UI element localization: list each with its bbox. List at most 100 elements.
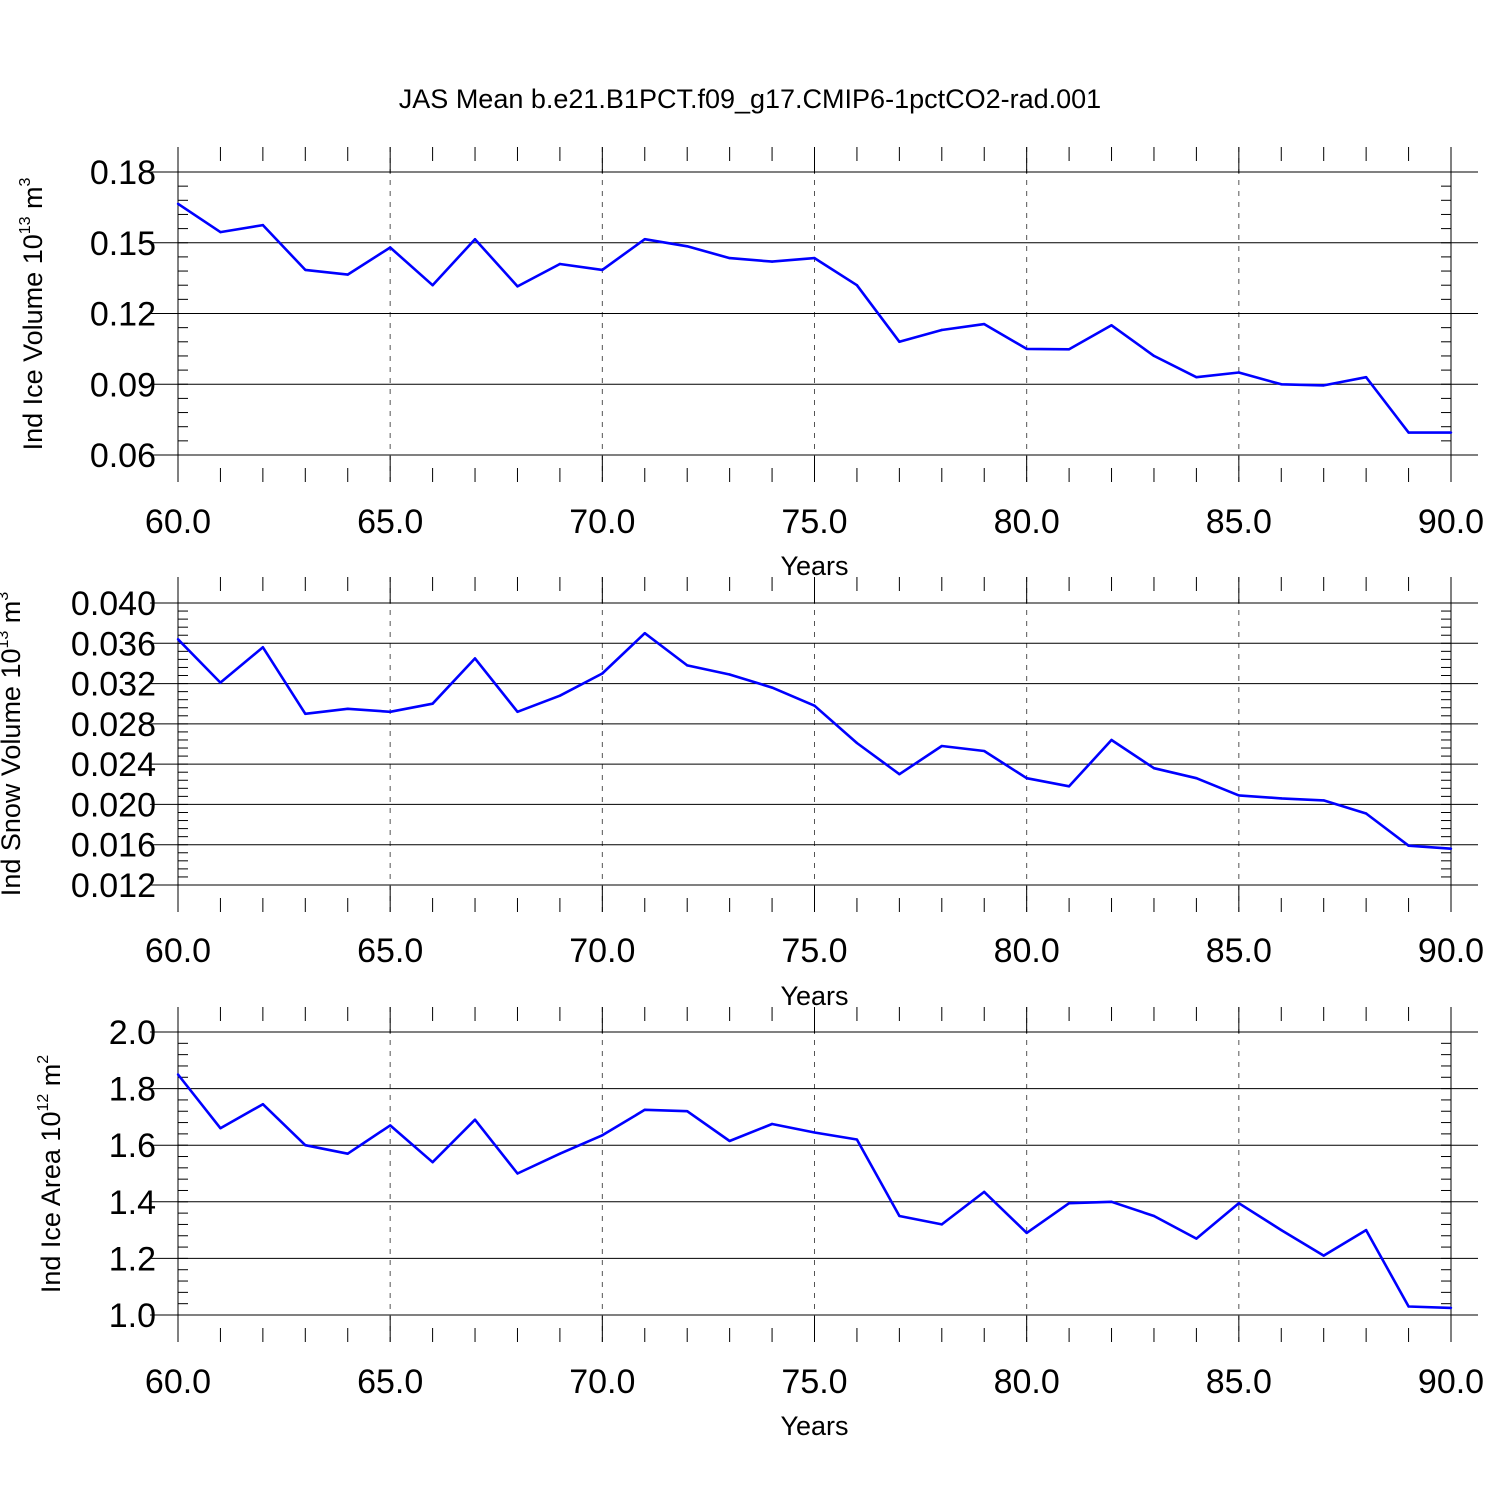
data-point (898, 340, 901, 343)
data-point (558, 262, 562, 266)
data-point (1110, 738, 1113, 742)
y-axis-label-text: Ind Ice Area 10 (36, 1112, 66, 1294)
y-axis-label-unit: m (18, 186, 48, 216)
data-point (898, 1214, 901, 1218)
data-point (643, 238, 646, 241)
data-point (1152, 1214, 1156, 1218)
x-axis-label: Years (780, 551, 848, 581)
figure-title: JAS Mean b.e21.B1PCT.f09_g17.CMIP6-1pctC… (399, 84, 1101, 114)
chart-panel-2: 60.0 65.0 70.0 75.0 80.0 85.0 90.00.0120.0160.… (0, 577, 1484, 1011)
data-point (983, 1190, 986, 1194)
y-axis-label: Ind Snow Volume 1013 m3 (0, 592, 26, 896)
data-point (1025, 347, 1028, 351)
x-tick-label: 85.0 (1206, 932, 1272, 970)
data-point (1322, 384, 1325, 387)
data-point (898, 773, 901, 776)
y-axis-label-unit: m (36, 1064, 66, 1094)
data-point (1449, 1306, 1453, 1310)
data-point (813, 704, 816, 707)
data-point (601, 672, 604, 675)
data-point (1110, 1200, 1113, 1204)
y-tick-label: 0.032 (71, 666, 156, 704)
data-point (1449, 847, 1453, 850)
data-point (558, 1152, 562, 1155)
data-point (473, 1118, 477, 1121)
data-point (1407, 1305, 1410, 1308)
y-tick-label: 1.8 (109, 1071, 156, 1109)
data-point (728, 673, 731, 676)
y-tick-label: 0.024 (71, 746, 156, 784)
data-point (686, 1110, 689, 1113)
data-point (1195, 1237, 1198, 1240)
data-point (855, 1138, 859, 1141)
y-tick-label: 0.036 (71, 625, 156, 663)
x-tick-label: 80.0 (994, 1363, 1060, 1401)
data-point (1195, 777, 1198, 780)
x-tick-label: 75.0 (781, 503, 847, 541)
x-tick-label: 75.0 (781, 1363, 847, 1401)
data-point (388, 1124, 392, 1127)
y-tick-label: 0.06 (90, 437, 156, 475)
y-axis-label-text: Ind Ice Volume 10 (18, 234, 48, 450)
data-point (516, 1172, 519, 1175)
y-tick-label: 1.4 (109, 1184, 156, 1222)
data-point (516, 285, 519, 288)
data-point (219, 681, 222, 684)
x-tick-label: 65.0 (357, 932, 423, 970)
y-tick-label: 0.020 (71, 786, 156, 824)
data-point (304, 1144, 307, 1147)
x-axis-label: Years (780, 981, 848, 1011)
data-point (940, 328, 943, 332)
data-point (643, 1108, 646, 1112)
x-tick-label: 75.0 (781, 932, 847, 970)
data-point (983, 749, 986, 753)
data-point (388, 710, 392, 713)
data-point (601, 268, 604, 272)
data-point (686, 664, 689, 667)
y-axis-label: Ind Ice Area 1012 m2 (35, 1055, 66, 1293)
data-point (473, 657, 477, 660)
x-tick-label: 80.0 (994, 932, 1060, 970)
data-point (261, 646, 265, 649)
y-axis-label-unit-exponent: 3 (17, 177, 34, 186)
data-point (219, 1127, 222, 1130)
y-axis-label-unit: m (0, 601, 26, 631)
x-tick-label: 70.0 (569, 932, 635, 970)
x-tick-label: 60.0 (145, 503, 211, 541)
data-point (1237, 794, 1241, 797)
data-point (261, 1102, 265, 1106)
data-point (1280, 383, 1283, 386)
x-tick-label: 65.0 (357, 1363, 423, 1401)
y-tick-label: 2.0 (109, 1014, 156, 1052)
data-point (261, 223, 265, 227)
y-tick-label: 0.016 (71, 827, 156, 865)
y-tick-label: 1.2 (109, 1240, 156, 1278)
data-point (1449, 431, 1453, 434)
data-point (1025, 1231, 1028, 1235)
x-tick-label: 90.0 (1418, 932, 1484, 970)
data-point (346, 273, 349, 276)
data-point (346, 1152, 349, 1155)
data-point (601, 1134, 604, 1137)
y-tick-label: 0.09 (90, 366, 156, 404)
data-point (1364, 375, 1368, 379)
data-point (431, 1160, 434, 1164)
data-point (1237, 371, 1241, 374)
data-point (1152, 766, 1156, 770)
data-point (1237, 1202, 1241, 1205)
data-point (813, 1131, 816, 1134)
data-point (346, 707, 349, 710)
x-tick-label: 85.0 (1206, 503, 1272, 541)
data-point (431, 702, 434, 705)
data-point (983, 322, 986, 326)
x-tick-label: 85.0 (1206, 1363, 1272, 1401)
y-tick-label: 0.15 (90, 225, 156, 263)
data-point (558, 694, 562, 697)
data-point (770, 686, 774, 689)
y-axis-label-exponent: 12 (35, 1094, 52, 1112)
data-point (770, 1122, 774, 1126)
data-point (1025, 777, 1028, 780)
data-point (686, 245, 689, 248)
data-point (940, 1223, 943, 1226)
data-point (219, 230, 222, 234)
